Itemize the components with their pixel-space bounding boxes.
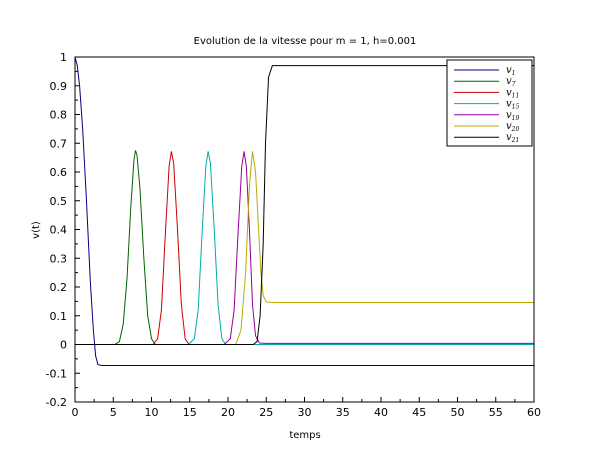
x-axis-label: temps xyxy=(289,430,320,441)
legend-label-v19: v19 xyxy=(506,110,519,122)
legend-label-v1: v1 xyxy=(506,65,515,77)
x-tick-label: 5 xyxy=(110,406,117,419)
series-line-v21 xyxy=(75,65,534,345)
axes: 0 5 10 15 20 25 30 35 40 45 50 55 60 -0.2 -0.1 0 0.1 0.2 0… xyxy=(46,51,541,419)
x-tick-label: 40 xyxy=(374,406,388,419)
y-tick-label: 0.1 xyxy=(50,310,68,323)
y-axis-label: v(t) xyxy=(31,221,42,239)
y-tick-label: 0.2 xyxy=(50,281,68,294)
legend-label-v21: v21 xyxy=(506,132,519,144)
y-tick-label: -0.1 xyxy=(46,367,67,380)
x-tick-label: 45 xyxy=(412,406,426,419)
y-tick-label: 0.3 xyxy=(50,252,68,265)
chart-title: Evolution de la vitesse pour m = 1, h=0.… xyxy=(194,36,417,47)
legend-label-v11: v11 xyxy=(506,87,519,99)
x-tick-label: 0 xyxy=(72,406,79,419)
legend-label-v20: v20 xyxy=(506,121,519,133)
legend-label-v7: v7 xyxy=(506,76,516,88)
series-line-v20 xyxy=(75,151,534,345)
x-tick-label: 30 xyxy=(298,406,312,419)
x-tick-label: 60 xyxy=(527,406,541,419)
x-tick-label: 55 xyxy=(489,406,503,419)
y-tick-label: 0.6 xyxy=(50,166,68,179)
y-tick-label: 0.5 xyxy=(50,195,68,208)
x-tick-label: 20 xyxy=(221,406,235,419)
y-tick-label: 0.9 xyxy=(50,80,68,93)
legend-box xyxy=(446,59,533,147)
y-tick-label: 0 xyxy=(60,339,67,352)
plot-lines xyxy=(74,56,534,366)
y-tick-label: 0.7 xyxy=(50,137,68,150)
x-tick-label: 35 xyxy=(336,406,350,419)
series-line-v11 xyxy=(75,151,534,345)
series-line-v7 xyxy=(75,150,534,345)
x-tick-label: 15 xyxy=(183,406,197,419)
legend-label-v15: v15 xyxy=(506,99,519,111)
y-tick-label: 0.4 xyxy=(50,224,68,237)
x-tick-label: 10 xyxy=(145,406,159,419)
series-line-v19 xyxy=(75,151,534,345)
y-tick-label: 0.8 xyxy=(50,109,68,122)
x-tick-label: 50 xyxy=(451,406,465,419)
series-line-v15 xyxy=(75,151,534,345)
y-tick-label: 1 xyxy=(60,51,67,64)
series-line-v1 xyxy=(74,56,534,366)
x-tick-label: 25 xyxy=(259,406,273,419)
y-tick-label: -0.2 xyxy=(46,396,67,409)
